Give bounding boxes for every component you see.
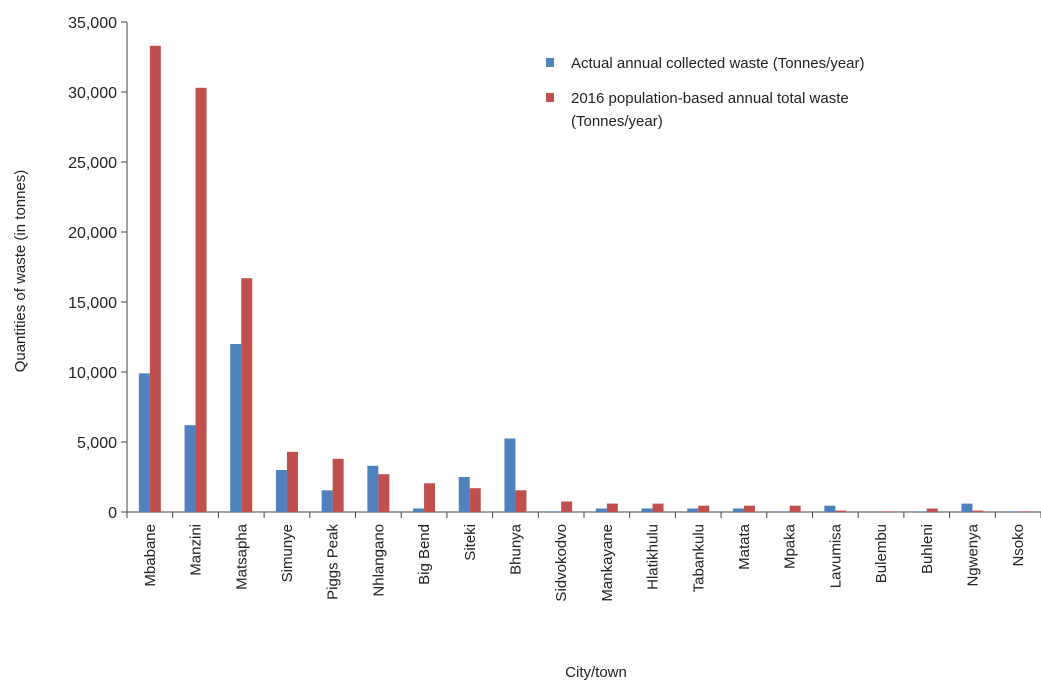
category-label: Ngwenya (964, 523, 981, 586)
y-axis-title: Quantities of waste (in tonnes) (12, 170, 29, 373)
bars (138, 45, 1030, 513)
y-tick-label: 30,000 (68, 85, 117, 102)
category-label: Matata (736, 523, 753, 570)
bar-collected-mbabane (138, 373, 150, 512)
y-tick-label: 15,000 (68, 295, 117, 312)
category-label: Big Bend (416, 524, 433, 585)
bar-collected-bhunya (504, 438, 516, 512)
y-tick-label: 5,000 (77, 435, 117, 452)
bar-collected-hlatikhulu (641, 508, 653, 512)
bar-population-piggs-peak (332, 458, 344, 512)
bar-population-matata (743, 505, 755, 512)
bar-collected-matata (732, 508, 744, 512)
legend-label: Actual annual collected waste (Tonnes/ye… (571, 55, 865, 72)
x-axis (126, 511, 1041, 518)
bar-population-mbabane (149, 45, 161, 513)
bar-population-lavumisa (835, 510, 847, 512)
bar-population-bulembu (881, 511, 893, 512)
bar-population-bhunya (515, 490, 527, 512)
bar-collected-mpaka (778, 511, 790, 512)
category-label: Simunye (279, 524, 296, 582)
category-label: Mankayane (599, 524, 616, 602)
bar-collected-siteki (458, 477, 470, 512)
category-label: Hlatikhulu (645, 524, 662, 590)
y-tick-label: 35,000 (68, 15, 117, 32)
y-tick-label: 10,000 (68, 365, 117, 382)
legend-swatch (546, 93, 554, 102)
category-label: Matsapha (233, 523, 250, 590)
bar-population-buhleni (926, 508, 938, 512)
category-label: Bhunya (507, 523, 524, 575)
category-labels: Mbabane Manzini Matsapha Simunye Piggs Peak N… (142, 523, 1027, 601)
bar-population-tabankulu (698, 505, 710, 512)
bar-population-siteki (469, 488, 481, 512)
y-tick-label: 20,000 (68, 225, 117, 242)
category-label: Bulembu (873, 524, 890, 583)
bar-collected-mankayane (595, 508, 607, 512)
bar-collected-big-bend (413, 508, 425, 512)
legend: Actual annual collected waste (Tonnes/ye… (546, 55, 865, 130)
category-label: Manzini (188, 524, 205, 576)
bar-population-manzini (195, 87, 207, 513)
bar-collected-buhleni (915, 511, 927, 512)
category-label: Tabankulu (690, 524, 707, 592)
bar-collected-nsoko (1007, 511, 1019, 512)
bar-collected-sidvokodvo (550, 511, 562, 512)
legend-swatch (546, 58, 554, 67)
category-label: Piggs Peak (325, 524, 342, 600)
bar-collected-tabankulu (687, 508, 699, 512)
bar-collected-manzini (184, 425, 196, 512)
category-label: Mpaka (782, 523, 799, 569)
category-label: Lavumisa (827, 523, 844, 588)
category-label: Mbabane (142, 524, 159, 587)
category-label: Nhlangano (370, 524, 387, 597)
x-axis-title: City/town (565, 664, 627, 681)
bar-population-matsapha (241, 278, 253, 512)
bar-population-nhlangano (378, 474, 390, 512)
category-label: Siteki (462, 524, 479, 561)
legend-label: (Tonnes/year) (571, 113, 663, 130)
bar-collected-lavumisa (824, 505, 836, 512)
category-label: Sidvokodvo (553, 524, 570, 602)
bar-population-mpaka (789, 505, 801, 512)
bar-population-ngwenya (972, 510, 984, 512)
bar-collected-simunye (275, 470, 287, 512)
bar-collected-nhlangano (367, 465, 379, 512)
bar-population-nsoko (1018, 511, 1030, 512)
bar-population-hlatikhulu (652, 503, 664, 512)
y-axis: 0 5,000 10,000 15,000 20,000 25,000 30,000 35,0… (68, 15, 128, 522)
bar-population-big-bend (424, 483, 436, 512)
bar-collected-matsapha (230, 344, 242, 512)
y-tick-label: 0 (108, 505, 117, 522)
bar-collected-piggs-peak (321, 490, 333, 512)
bar-collected-ngwenya (961, 503, 973, 512)
y-tick-label: 25,000 (68, 155, 117, 172)
bar-population-mankayane (606, 503, 618, 512)
category-label: Buhleni (919, 524, 936, 574)
legend-label: 2016 population-based annual total waste (571, 90, 849, 107)
bar-population-sidvokodvo (561, 501, 573, 512)
bar-population-simunye (286, 451, 298, 512)
category-label: Nsoko (1010, 524, 1027, 567)
